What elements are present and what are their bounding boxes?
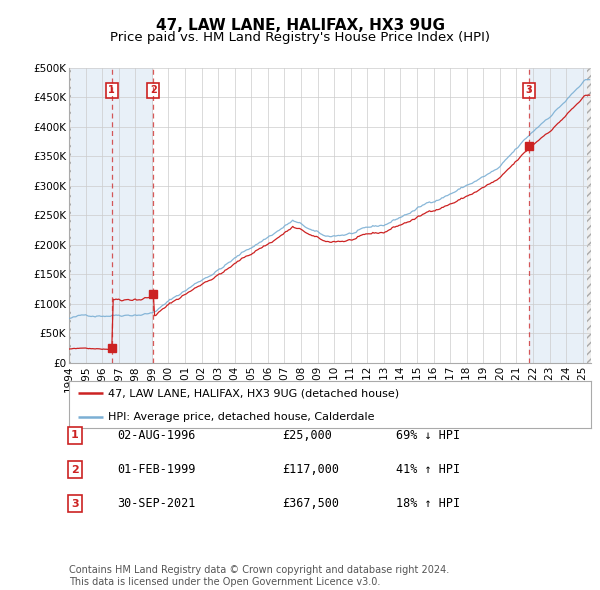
Text: 69% ↓ HPI: 69% ↓ HPI [396, 429, 460, 442]
Text: 01-FEB-1999: 01-FEB-1999 [117, 463, 196, 476]
Bar [67, 68, 71, 363]
Text: £367,500: £367,500 [282, 497, 339, 510]
Text: 3: 3 [526, 86, 532, 95]
Text: Price paid vs. HM Land Registry's House Price Index (HPI): Price paid vs. HM Land Registry's House … [110, 31, 490, 44]
Text: 3: 3 [71, 499, 79, 509]
Bar [529, 68, 591, 363]
Text: 2: 2 [71, 465, 79, 474]
Text: 47, LAW LANE, HALIFAX, HX3 9UG: 47, LAW LANE, HALIFAX, HX3 9UG [155, 18, 445, 32]
Text: 1: 1 [71, 431, 79, 440]
Text: 1: 1 [109, 86, 115, 95]
Text: 2: 2 [150, 86, 157, 95]
Text: 02-AUG-1996: 02-AUG-1996 [117, 429, 196, 442]
Text: HPI: Average price, detached house, Calderdale: HPI: Average price, detached house, Cald… [108, 412, 374, 422]
Text: Contains HM Land Registry data © Crown copyright and database right 2024.
This d: Contains HM Land Registry data © Crown c… [69, 565, 449, 587]
Bar [112, 68, 153, 363]
Text: 30-SEP-2021: 30-SEP-2021 [117, 497, 196, 510]
Bar [69, 68, 112, 363]
Text: £117,000: £117,000 [282, 463, 339, 476]
Bar [587, 68, 595, 363]
Text: £25,000: £25,000 [282, 429, 332, 442]
Text: 47, LAW LANE, HALIFAX, HX3 9UG (detached house): 47, LAW LANE, HALIFAX, HX3 9UG (detached… [108, 388, 399, 398]
Text: 18% ↑ HPI: 18% ↑ HPI [396, 497, 460, 510]
Text: 41% ↑ HPI: 41% ↑ HPI [396, 463, 460, 476]
